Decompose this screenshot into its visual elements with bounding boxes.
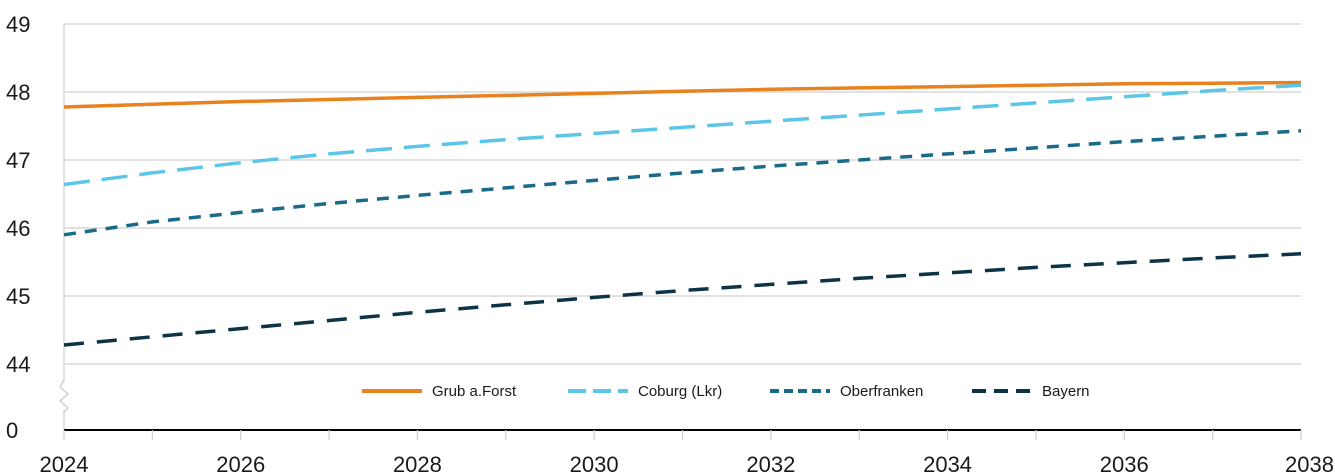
series-line-bayern (63, 252, 1302, 347)
series-line-coburg-lkr (63, 83, 1302, 187)
y-tick-label: 44 (6, 352, 30, 377)
series-line-grub-a-forst (63, 80, 1302, 109)
y-tick-label: 49 (6, 12, 30, 37)
legend-label: Coburg (Lkr) (638, 383, 722, 400)
y-tick-label: 47 (6, 148, 30, 173)
data-series (63, 80, 1302, 347)
y-axis-tick-labels: 0 44 45 46 47 48 49 (6, 12, 30, 443)
y-tick-label: 46 (6, 216, 30, 241)
x-tick-label: 2026 (216, 452, 265, 476)
y-tick-label: 45 (6, 284, 30, 309)
y-tick-label: 48 (6, 80, 30, 105)
x-tick-label: 2028 (393, 452, 442, 476)
legend-label: Bayern (1042, 383, 1090, 400)
y-tick-label: 0 (6, 418, 18, 443)
axis-break-icon (59, 379, 69, 413)
x-axis-tick-labels: 2024 2026 2028 2030 2032 2034 2036 2038 (40, 452, 1334, 476)
legend: Grub a.Forst Coburg (Lkr) Oberfranken Bayer… (362, 383, 1090, 400)
grid-lines (64, 23, 1301, 365)
x-tick-label: 2034 (923, 452, 972, 476)
legend-label: Grub a.Forst (432, 383, 517, 400)
x-tick-label: 2032 (746, 452, 795, 476)
x-tick-label: 2024 (40, 452, 89, 476)
x-tick-label: 2030 (570, 452, 619, 476)
legend-label: Oberfranken (840, 383, 923, 400)
x-tick-label: 2036 (1100, 452, 1149, 476)
axis-break-mask (60, 382, 68, 410)
axes (59, 24, 1302, 440)
series-line-oberfranken (63, 129, 1302, 237)
x-tick-label: 2038 (1285, 452, 1334, 476)
